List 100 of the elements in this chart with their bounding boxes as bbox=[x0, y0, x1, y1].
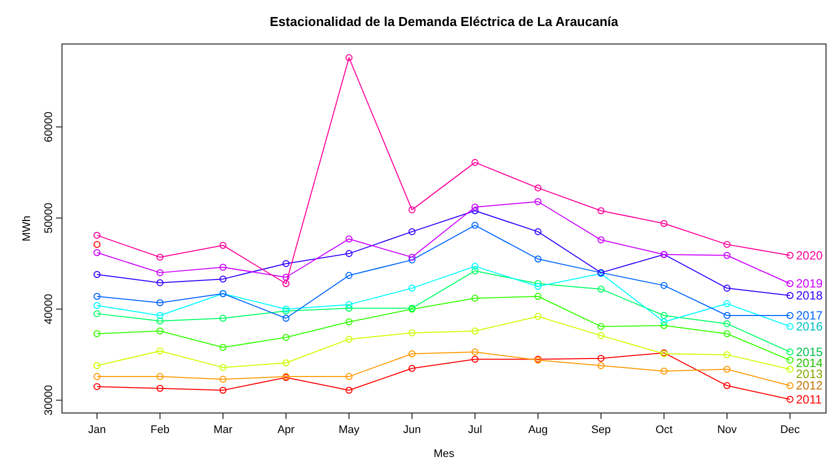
point bbox=[598, 322, 604, 330]
point bbox=[408, 228, 416, 236]
point bbox=[408, 329, 416, 336]
point bbox=[220, 276, 226, 283]
point bbox=[472, 204, 478, 211]
point bbox=[786, 356, 794, 364]
x-tick-label: Jul bbox=[468, 424, 482, 436]
x-tick-label: Jan bbox=[88, 424, 106, 436]
x-tick-label: Feb bbox=[150, 424, 170, 436]
point bbox=[94, 362, 100, 370]
x-tick-label: May bbox=[338, 424, 360, 436]
point bbox=[346, 250, 352, 258]
point bbox=[346, 54, 352, 62]
x-tick-label: Apr bbox=[277, 424, 295, 436]
point bbox=[534, 228, 542, 236]
point bbox=[94, 271, 100, 278]
point bbox=[282, 334, 290, 341]
point bbox=[94, 292, 100, 300]
point bbox=[660, 312, 668, 320]
point bbox=[220, 344, 226, 351]
point bbox=[220, 376, 226, 383]
point bbox=[282, 314, 290, 322]
point bbox=[472, 158, 478, 166]
point bbox=[534, 312, 542, 320]
point bbox=[156, 279, 164, 286]
point bbox=[598, 354, 604, 362]
point bbox=[220, 264, 226, 271]
point bbox=[724, 240, 730, 248]
point bbox=[282, 274, 290, 281]
point bbox=[220, 242, 226, 249]
point bbox=[220, 314, 226, 322]
point bbox=[94, 249, 100, 256]
point bbox=[534, 256, 542, 263]
point bbox=[724, 300, 730, 308]
point bbox=[598, 236, 604, 244]
point bbox=[156, 384, 164, 392]
point bbox=[94, 240, 100, 248]
point bbox=[156, 373, 164, 380]
x-tick-label: Mar bbox=[214, 424, 233, 436]
point bbox=[94, 302, 100, 309]
point bbox=[94, 232, 100, 239]
point bbox=[598, 207, 604, 214]
point bbox=[156, 317, 164, 324]
point bbox=[598, 286, 604, 293]
y-tick-label: 50000 bbox=[43, 202, 55, 234]
point bbox=[472, 207, 478, 214]
point bbox=[94, 330, 100, 338]
point bbox=[346, 386, 352, 394]
point bbox=[724, 382, 730, 390]
y-axis-title: MWh bbox=[21, 216, 33, 242]
point bbox=[156, 269, 164, 276]
point bbox=[282, 359, 290, 366]
point bbox=[282, 280, 290, 288]
x-tick-label: Oct bbox=[655, 424, 673, 436]
point bbox=[346, 336, 352, 343]
point bbox=[472, 262, 478, 270]
point bbox=[408, 254, 416, 261]
point bbox=[220, 386, 226, 394]
point bbox=[346, 373, 352, 380]
point bbox=[346, 235, 352, 242]
point bbox=[660, 220, 668, 227]
point bbox=[94, 373, 100, 380]
point bbox=[472, 328, 478, 334]
point bbox=[220, 364, 226, 371]
point bbox=[408, 364, 416, 372]
point bbox=[724, 284, 730, 292]
y-tick-label: 60000 bbox=[43, 112, 55, 142]
x-tick-label: Jun bbox=[403, 424, 421, 436]
point bbox=[786, 252, 794, 259]
point bbox=[408, 350, 416, 358]
point bbox=[724, 252, 730, 259]
point bbox=[472, 267, 478, 274]
x-tick-label: Aug bbox=[528, 424, 548, 436]
series-label: 2011 bbox=[796, 392, 822, 406]
chart-title: Estacionalidad de la Demanda Eléctrica de La Araucanía bbox=[270, 14, 620, 29]
point bbox=[786, 322, 794, 330]
point bbox=[408, 256, 416, 264]
x-tick-label: Nov bbox=[717, 424, 738, 436]
point bbox=[598, 362, 604, 370]
point bbox=[786, 396, 794, 403]
point bbox=[408, 206, 416, 214]
point bbox=[786, 348, 794, 356]
point bbox=[346, 272, 352, 279]
point bbox=[724, 312, 730, 320]
y-tick-label: 40000 bbox=[43, 294, 55, 324]
series-label: 2020 bbox=[796, 248, 824, 262]
point bbox=[724, 320, 730, 328]
point bbox=[534, 292, 542, 300]
point bbox=[786, 382, 794, 390]
point bbox=[94, 383, 100, 390]
point bbox=[408, 284, 416, 292]
point bbox=[534, 198, 542, 206]
point bbox=[94, 310, 100, 318]
point bbox=[156, 254, 164, 261]
x-axis-title: Mes bbox=[434, 448, 455, 460]
point bbox=[156, 348, 164, 355]
series-label: 2019 bbox=[796, 276, 824, 291]
point bbox=[534, 282, 542, 290]
point bbox=[472, 348, 478, 356]
point bbox=[534, 184, 542, 192]
